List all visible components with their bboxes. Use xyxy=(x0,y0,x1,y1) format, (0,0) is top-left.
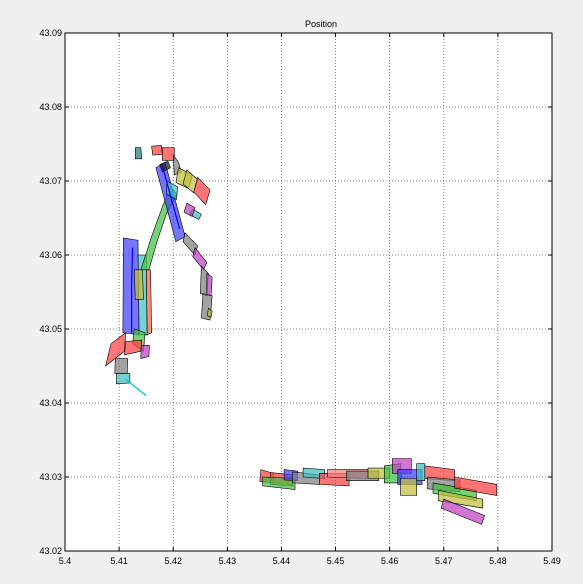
plot-frame xyxy=(64,32,553,552)
y-tick-label: 43.06 xyxy=(39,250,62,260)
track-patch xyxy=(124,339,143,356)
y-tick-label: 43.04 xyxy=(39,398,62,408)
x-tick-label: 5.47 xyxy=(435,556,453,566)
y-tick-label: 43.03 xyxy=(39,472,62,482)
x-tick-label: 5.45 xyxy=(327,556,345,566)
x-tick-label: 5.49 xyxy=(543,556,561,566)
track-patch xyxy=(162,147,175,161)
track-line xyxy=(161,166,181,230)
track-patch xyxy=(206,307,213,318)
track-patch xyxy=(105,332,126,367)
track-patch xyxy=(140,344,150,359)
x-tick-label: 5.48 xyxy=(489,556,507,566)
track-patch xyxy=(133,269,144,300)
track-line xyxy=(131,247,134,333)
track-patch xyxy=(166,180,178,200)
track-patch xyxy=(206,272,213,297)
x-tick-label: 5.4 xyxy=(59,556,72,566)
patch-layer xyxy=(105,145,498,525)
y-tick-label: 43.09 xyxy=(39,28,62,38)
track-patch xyxy=(193,176,211,206)
track-patch xyxy=(182,169,198,194)
track-patch xyxy=(114,358,129,374)
y-tick-label: 43.07 xyxy=(39,176,62,186)
x-tick-label: 5.46 xyxy=(381,556,399,566)
track-patch xyxy=(145,269,152,336)
x-tick-label: 5.43 xyxy=(219,556,237,566)
y-tick-label: 43.08 xyxy=(39,102,62,112)
chart-title: Position xyxy=(305,19,337,29)
track-patch xyxy=(116,373,131,385)
y-tick-label: 43.05 xyxy=(39,324,62,334)
x-tick-label: 5.44 xyxy=(273,556,291,566)
track-patch xyxy=(454,476,498,496)
line-layer xyxy=(125,166,181,397)
track-patch xyxy=(183,202,196,217)
track-patch xyxy=(400,478,418,496)
track-patch xyxy=(151,145,163,156)
track-patch xyxy=(438,489,484,509)
track-patch xyxy=(416,463,426,482)
track-line xyxy=(125,378,147,397)
track-patch xyxy=(159,160,171,173)
tick-layer: 5.4 5.41 5.42 5.43 5.44 5.45 5.46 5.47 5.48 5.49 4… xyxy=(39,28,560,566)
x-tick-label: 5.42 xyxy=(164,556,182,566)
track-patch xyxy=(135,147,143,160)
y-tick-label: 43.02 xyxy=(39,546,62,556)
x-tick-label: 5.41 xyxy=(110,556,128,566)
track-patch xyxy=(440,498,485,525)
